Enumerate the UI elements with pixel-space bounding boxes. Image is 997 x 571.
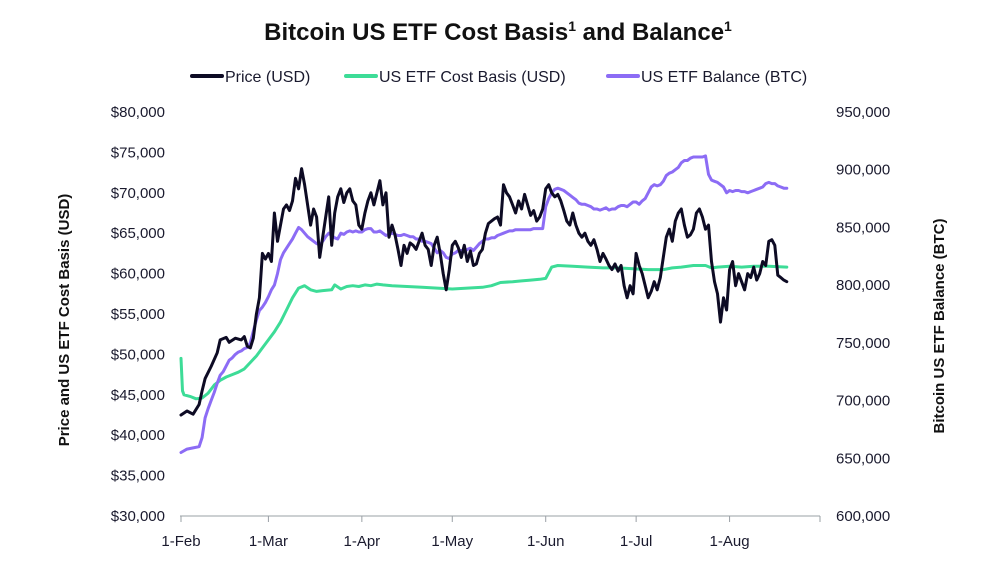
legend-label-cost-basis: US ETF Cost Basis (USD) [379,69,566,86]
x-tick-label: 1-May [431,533,473,550]
series-line-cost-basis [179,264,789,401]
y-axis-left: $30,000 $35,000 $40,000 $45,000 $50,000 $55,0… [111,104,165,525]
y-right-tick-label: 900,000 [836,162,890,179]
legend-label-etf-balance: US ETF Balance (BTC) [641,69,807,86]
y-left-tick-label: $30,000 [111,508,165,525]
legend: Price (USD) US ETF Cost Basis (USD) US E… [190,69,807,86]
x-tick-label: 1-Aug [710,533,750,550]
y-left-tick-label: $55,000 [111,306,165,323]
x-tick-label: 1-Jul [620,533,653,550]
y-left-tick-label: $50,000 [111,346,165,363]
y-left-tick-label: $75,000 [111,144,165,161]
chart-title: Bitcoin US ETF Cost Basis1 and Balance1 [264,18,732,46]
y-right-tick-label: 800,000 [836,277,890,294]
y-right-tick-label: 750,000 [836,335,890,352]
y-left-tick-label: $65,000 [111,225,165,242]
series-line-etf-balance [179,154,789,454]
y-right-tick-label: 700,000 [836,393,890,410]
y-left-tick-label: $45,000 [111,387,165,404]
y-axis-right-title: Bitcoin US ETF Balance (BTC) [931,218,948,433]
x-tick-label: 1-Apr [344,533,381,550]
y-right-tick-label: 950,000 [836,104,890,121]
y-right-tick-label: 600,000 [836,508,890,525]
series-group [179,154,789,454]
x-tick-label: 1-Jun [527,533,565,550]
y-left-tick-label: $35,000 [111,468,165,485]
legend-label-price: Price (USD) [225,69,310,86]
y-left-tick-label: $60,000 [111,266,165,283]
x-tick-label: 1-Feb [161,533,200,550]
y-left-tick-label: $80,000 [111,104,165,121]
series-line-price [179,167,789,417]
y-left-tick-label: $40,000 [111,427,165,444]
x-tick-label: 1-Mar [249,533,288,550]
y-right-tick-label: 650,000 [836,450,890,467]
y-axis-left-title: Price and US ETF Cost Basis (USD) [56,194,73,447]
y-left-tick-label: $70,000 [111,185,165,202]
y-right-tick-label: 850,000 [836,219,890,236]
x-axis: 1-Feb 1-Mar 1-Apr 1-May 1-Jun 1-Jul 1-Aug [161,516,821,550]
y-axis-right: 600,000 650,000 700,000 750,000 800,000 850,0… [836,104,890,525]
